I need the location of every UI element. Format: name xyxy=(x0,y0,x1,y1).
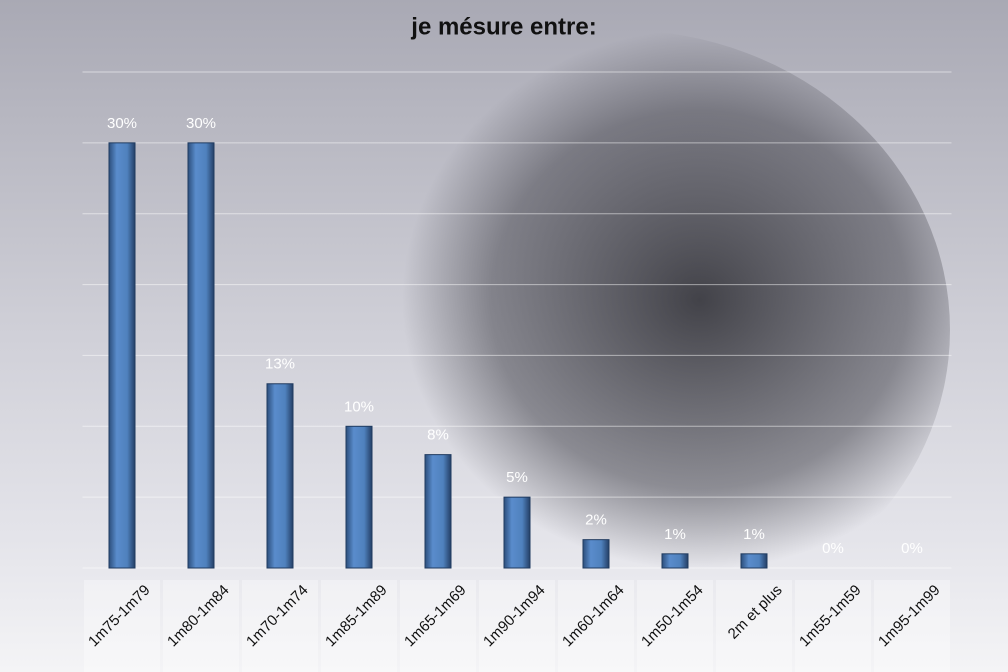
label-box xyxy=(242,580,318,672)
bar xyxy=(582,539,610,569)
value-label: 13% xyxy=(265,356,295,373)
value-label: 30% xyxy=(186,115,216,132)
bar xyxy=(266,383,294,569)
label-box xyxy=(795,580,871,672)
value-label: 8% xyxy=(427,427,449,444)
label-box xyxy=(637,580,713,672)
background-shape xyxy=(290,30,950,630)
value-label: 5% xyxy=(506,469,528,486)
value-label: 1% xyxy=(743,526,765,543)
label-box xyxy=(479,580,555,672)
label-box xyxy=(558,580,634,672)
value-label: 0% xyxy=(901,540,923,557)
bar xyxy=(345,425,373,569)
chart-title: je mésure entre: xyxy=(410,13,596,40)
bar xyxy=(740,553,768,569)
value-label: 1% xyxy=(664,526,686,543)
bar xyxy=(187,142,215,569)
bar xyxy=(424,454,452,569)
label-box xyxy=(400,580,476,672)
label-box xyxy=(163,580,239,672)
value-label: 10% xyxy=(344,398,374,415)
label-box xyxy=(321,580,397,672)
value-label: 2% xyxy=(585,512,607,529)
label-box xyxy=(716,580,792,672)
label-box xyxy=(874,580,950,672)
value-label: 0% xyxy=(822,540,844,557)
bar xyxy=(108,142,136,569)
label-box xyxy=(84,580,160,672)
bar xyxy=(661,553,689,569)
value-label: 30% xyxy=(107,115,137,132)
bar xyxy=(503,496,531,569)
